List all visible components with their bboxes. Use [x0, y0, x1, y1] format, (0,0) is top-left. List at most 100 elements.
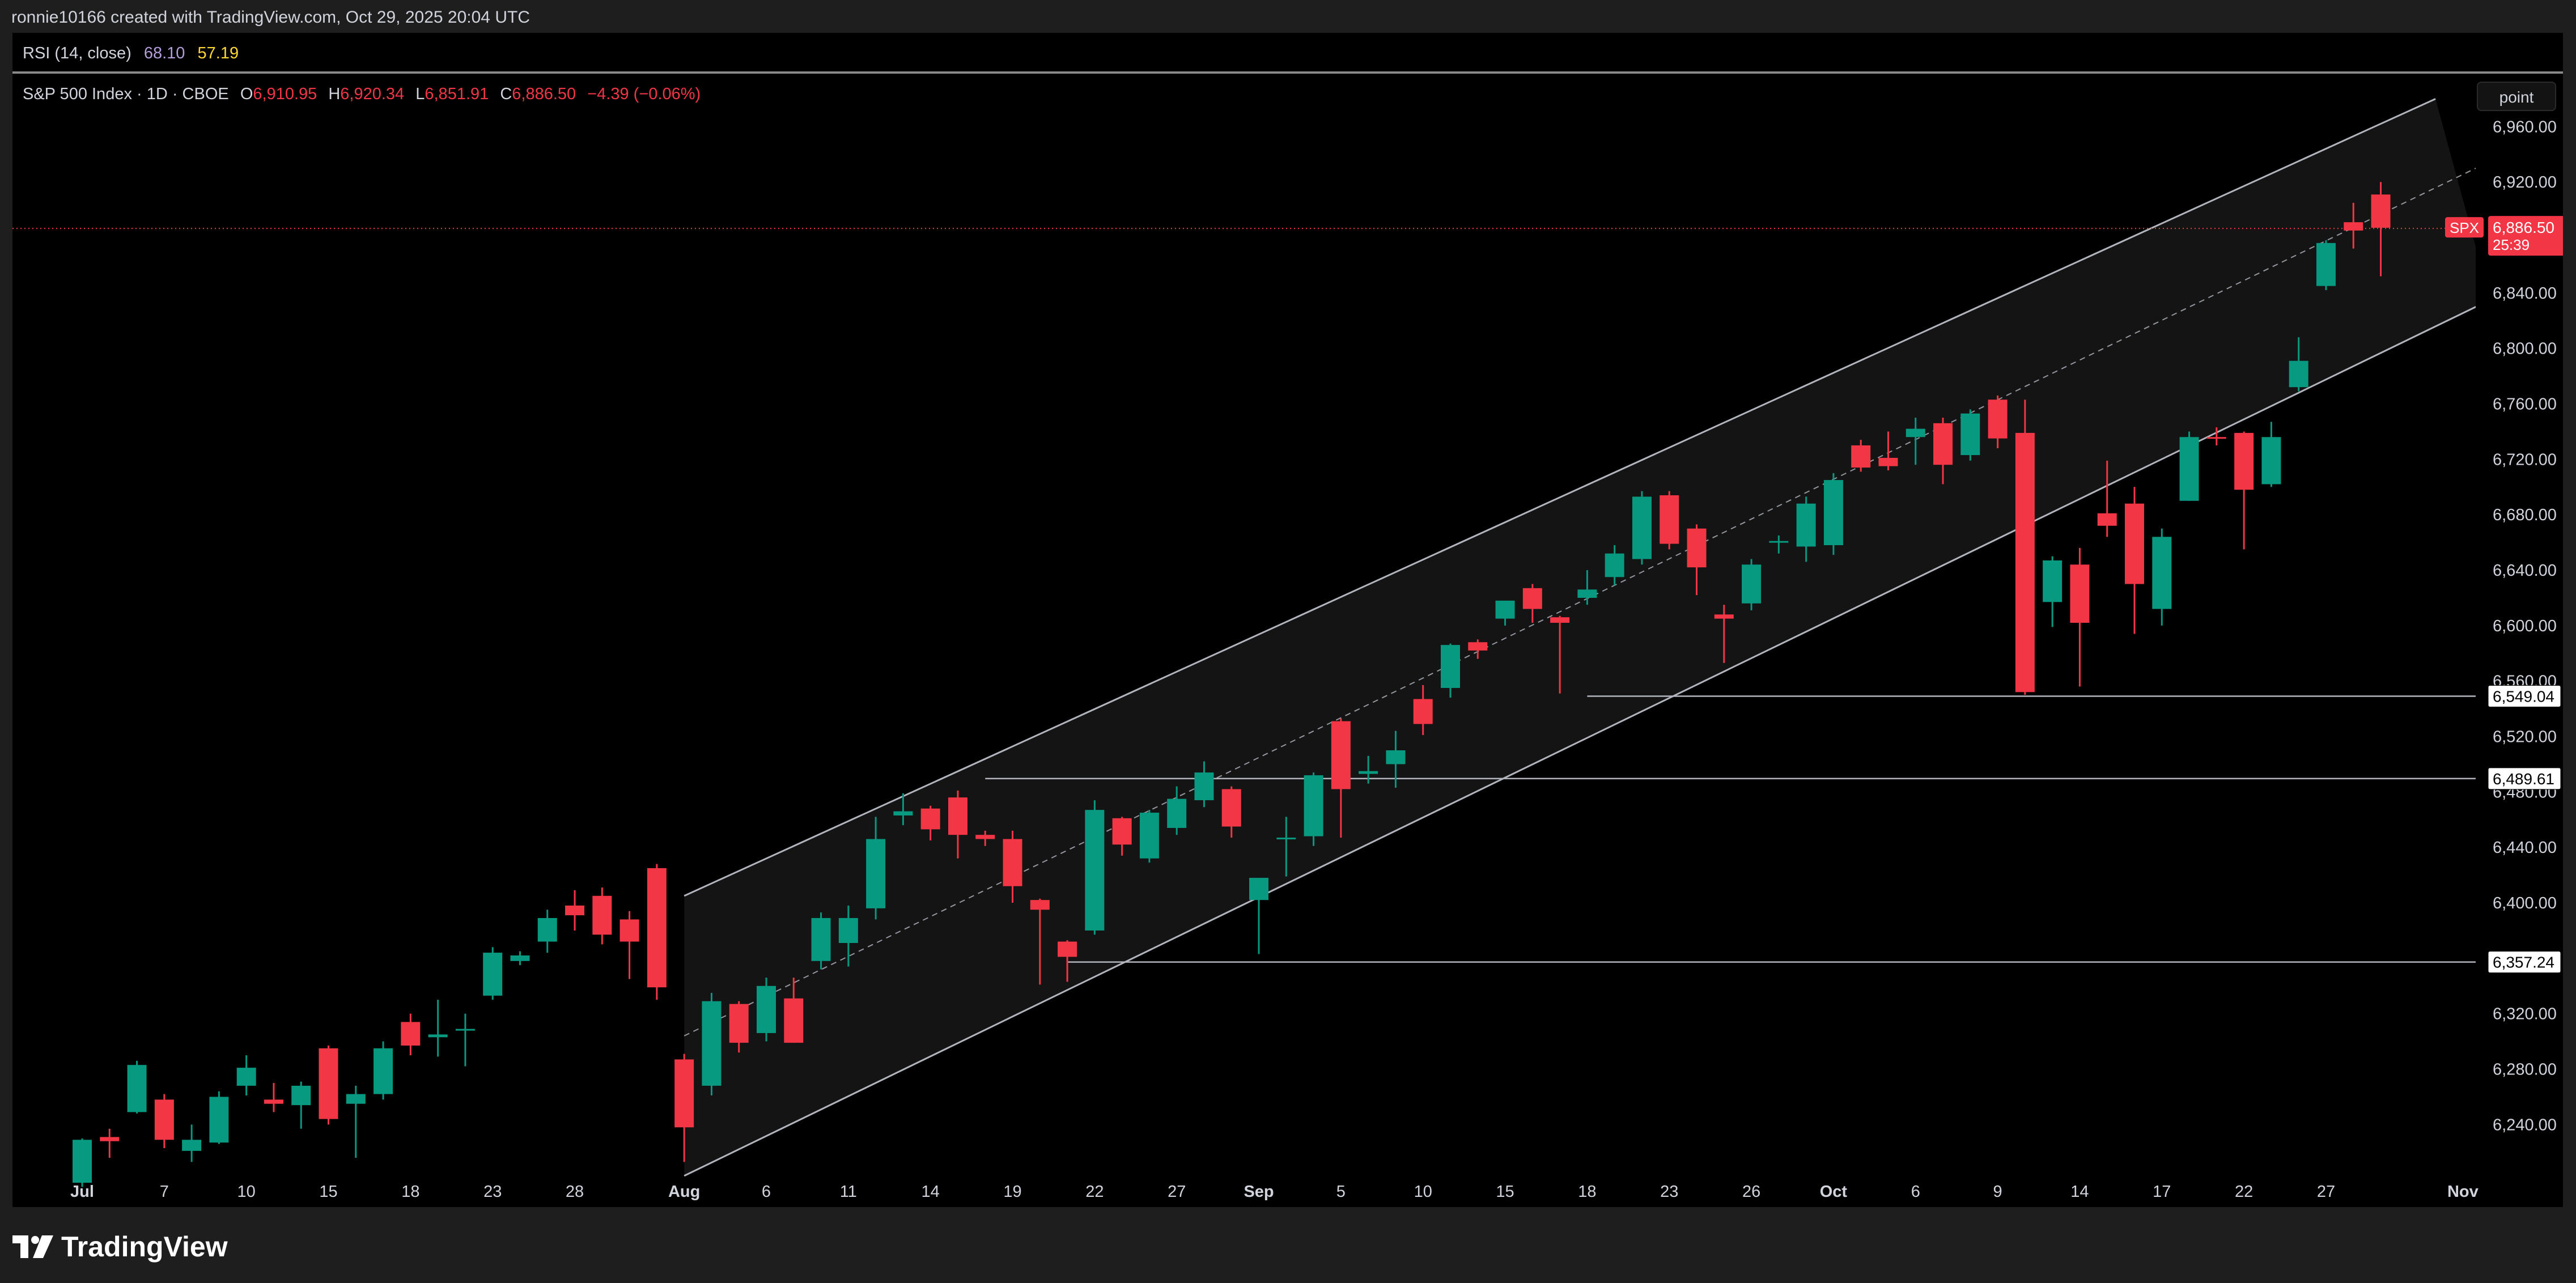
rsi-label: RSI (14, close) — [23, 44, 131, 62]
open-label: O — [240, 85, 253, 103]
x-tick-label: 19 — [1003, 1183, 1021, 1201]
x-tick-label: 9 — [1993, 1183, 2002, 1201]
close-value: 6,886.50 — [512, 85, 576, 103]
candle-body — [1304, 775, 1323, 836]
candle-body — [510, 955, 530, 961]
y-tick-label: 6,920.00 — [2493, 173, 2557, 192]
y-tick-label: 6,440.00 — [2493, 839, 2557, 857]
rsi-legend: RSI (14, close) 68.10 57.19 — [23, 44, 239, 63]
x-tick-label: Jul — [70, 1183, 94, 1201]
point-button[interactable]: point — [2477, 82, 2556, 111]
y-tick-label: 6,640.00 — [2493, 562, 2557, 580]
y-tick-label: 6,760.00 — [2493, 396, 2557, 414]
y-tick-label: 6,320.00 — [2493, 1005, 2557, 1023]
candle-body — [1058, 941, 1077, 957]
x-tick-label: 14 — [922, 1183, 940, 1201]
x-tick-label: 28 — [566, 1183, 584, 1201]
x-tick-label: 14 — [2070, 1183, 2089, 1201]
plot-area — [12, 98, 2476, 1187]
candle-body — [811, 917, 831, 961]
x-tick-label: 27 — [1168, 1183, 1186, 1201]
candle-body — [1139, 813, 1159, 859]
brand-name: TradingView — [61, 1231, 228, 1263]
y-tick-label: 6,240.00 — [2493, 1116, 2557, 1134]
candle-body — [1167, 798, 1187, 828]
y-tick-label: 6,720.00 — [2493, 451, 2557, 469]
candle-body — [1221, 789, 1241, 827]
candle-body — [2125, 503, 2144, 584]
y-tick-label: 6,800.00 — [2493, 340, 2557, 358]
footer: TradingView — [0, 1207, 2576, 1283]
x-tick-label: Sep — [1244, 1183, 1274, 1201]
candle-body — [1194, 772, 1214, 801]
candle-body — [209, 1097, 229, 1143]
close-label: C — [500, 85, 512, 103]
candle-body — [565, 905, 585, 916]
candle-body — [674, 1059, 694, 1128]
candle-body — [1112, 818, 1132, 845]
x-tick-label: 18 — [401, 1183, 419, 1201]
candle-body — [1769, 541, 1789, 543]
x-tick-label: 22 — [1085, 1183, 1104, 1201]
candle-body — [1878, 457, 1898, 466]
candle-body — [1413, 699, 1433, 724]
candle-body — [2289, 360, 2308, 388]
candle-body — [1441, 645, 1460, 688]
level-label: 6,549.04 — [2493, 688, 2554, 706]
high-value: 6,920.34 — [340, 85, 405, 103]
candle-body — [291, 1085, 311, 1106]
x-tick-label: 23 — [1660, 1183, 1678, 1201]
y-tick-label: 6,280.00 — [2493, 1061, 2557, 1079]
change-value: −4.39 (−0.06%) — [587, 85, 701, 103]
price-chart[interactable]: 6,240.006,280.006,320.006,360.006,400.00… — [12, 74, 2563, 1207]
candle-body — [346, 1094, 366, 1104]
candle-body — [537, 917, 557, 942]
candle-body — [264, 1099, 283, 1104]
rsi-value-2: 57.19 — [197, 44, 239, 62]
candle-body — [1605, 553, 1624, 577]
level-label-box — [2488, 685, 2561, 708]
top-bar: ronnie10166 created with TradingView.com… — [0, 0, 2576, 33]
candle-body — [702, 1001, 722, 1086]
candle-body — [729, 1004, 749, 1043]
candle-body — [483, 953, 503, 996]
countdown-label: 25:39 — [2493, 236, 2530, 253]
x-tick-label: 15 — [1496, 1183, 1514, 1201]
candle-body — [1933, 423, 1953, 465]
x-tick-label: 26 — [1742, 1183, 1760, 1201]
candle-body — [1495, 600, 1515, 619]
candle-body — [1359, 771, 1378, 774]
y-tick-label: 6,600.00 — [2493, 617, 2557, 635]
channel-fill — [684, 99, 2490, 1176]
candle-body — [455, 1029, 475, 1031]
chart-pane[interactable]: 6,240.006,280.006,320.006,360.006,400.00… — [12, 74, 2563, 1207]
candle-body — [2015, 432, 2035, 693]
y-tick-label: 6,840.00 — [2493, 284, 2557, 303]
symbol-tag-label: SPX — [2450, 219, 2479, 236]
candle-body — [1522, 588, 1542, 609]
low-value: 6,851.91 — [425, 85, 489, 103]
candle-body — [975, 835, 995, 839]
candle-body — [948, 797, 967, 835]
level-label-box — [2488, 767, 2561, 790]
candle-body — [428, 1034, 448, 1038]
candle-body — [2344, 222, 2363, 231]
candle-body — [2206, 437, 2226, 439]
candle-body — [2316, 243, 2336, 286]
level-label: 6,489.61 — [2493, 770, 2554, 788]
high-label: H — [328, 85, 341, 103]
level-label: 6,357.24 — [2493, 954, 2554, 971]
candle-body — [1030, 900, 1050, 910]
candle-body — [1577, 589, 1597, 598]
candle-body — [1660, 495, 1679, 544]
tradingview-logo[interactable]: TradingView — [12, 1230, 228, 1264]
candle-body — [2261, 437, 2281, 485]
x-tick-label: 22 — [2235, 1183, 2253, 1201]
candle-body — [1742, 564, 1762, 604]
x-tick-label: 6 — [1911, 1183, 1920, 1201]
pane-separator[interactable] — [12, 71, 2563, 74]
candle-body — [1331, 721, 1351, 789]
y-tick-label: 6,520.00 — [2493, 728, 2557, 746]
channel-lower-line — [684, 305, 2476, 1177]
candle-body — [647, 868, 667, 988]
